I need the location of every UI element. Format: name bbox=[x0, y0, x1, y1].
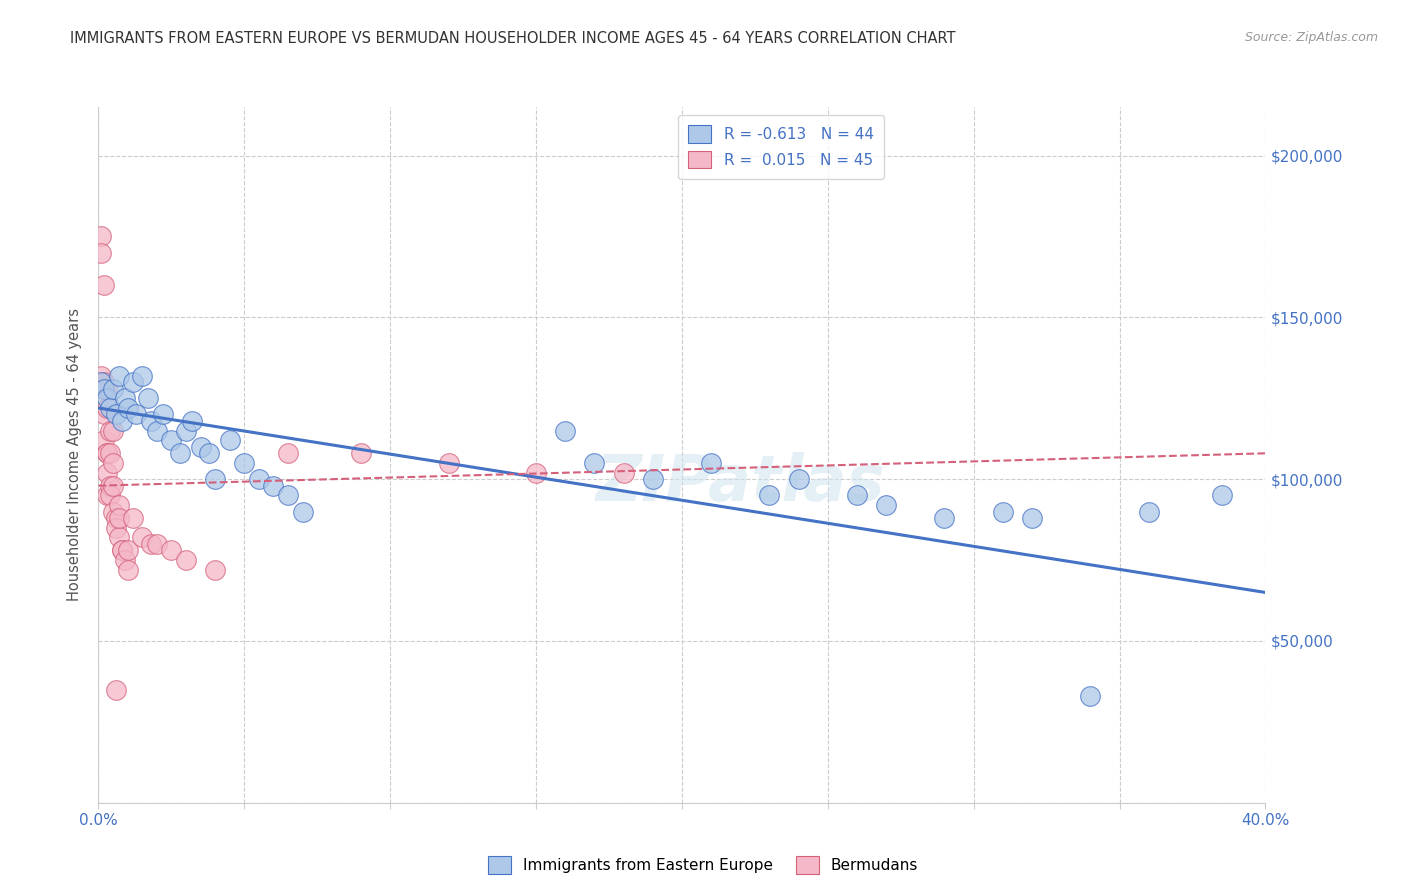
Point bbox=[146, 537, 169, 551]
Point bbox=[93, 434, 115, 448]
Point bbox=[111, 543, 134, 558]
Point bbox=[122, 511, 145, 525]
Point bbox=[122, 375, 145, 389]
Point bbox=[190, 440, 212, 454]
Point bbox=[104, 511, 127, 525]
Point bbox=[641, 472, 664, 486]
Point bbox=[160, 543, 183, 558]
Point bbox=[96, 466, 118, 480]
Point bbox=[108, 368, 131, 383]
Point bbox=[875, 498, 897, 512]
Point bbox=[131, 368, 153, 383]
Point bbox=[117, 563, 139, 577]
Point bbox=[139, 537, 162, 551]
Point bbox=[247, 472, 270, 486]
Point bbox=[98, 478, 121, 492]
Legend: Immigrants from Eastern Europe, Bermudans: Immigrants from Eastern Europe, Bermudan… bbox=[482, 850, 924, 880]
Point bbox=[90, 375, 112, 389]
Point bbox=[90, 368, 112, 383]
Point bbox=[174, 424, 197, 438]
Point bbox=[524, 466, 547, 480]
Point bbox=[111, 414, 134, 428]
Point bbox=[101, 504, 124, 518]
Text: Source: ZipAtlas.com: Source: ZipAtlas.com bbox=[1244, 31, 1378, 45]
Point bbox=[160, 434, 183, 448]
Point bbox=[93, 408, 115, 422]
Point bbox=[554, 424, 576, 438]
Point bbox=[1021, 511, 1043, 525]
Point bbox=[1211, 488, 1233, 502]
Point bbox=[93, 382, 115, 396]
Point bbox=[845, 488, 868, 502]
Point bbox=[111, 543, 134, 558]
Point bbox=[93, 375, 115, 389]
Point bbox=[991, 504, 1014, 518]
Point bbox=[198, 446, 221, 460]
Point bbox=[96, 401, 118, 415]
Point bbox=[101, 478, 124, 492]
Point bbox=[96, 392, 118, 406]
Point bbox=[117, 401, 139, 415]
Point bbox=[612, 466, 634, 480]
Point bbox=[96, 382, 118, 396]
Point bbox=[108, 531, 131, 545]
Point bbox=[117, 543, 139, 558]
Point bbox=[108, 498, 131, 512]
Point bbox=[93, 382, 115, 396]
Point bbox=[291, 504, 314, 518]
Point bbox=[90, 245, 112, 260]
Point bbox=[350, 446, 373, 460]
Point bbox=[98, 488, 121, 502]
Point bbox=[96, 446, 118, 460]
Point bbox=[1137, 504, 1160, 518]
Point bbox=[96, 488, 118, 502]
Point bbox=[139, 414, 162, 428]
Point bbox=[136, 392, 159, 406]
Point bbox=[93, 278, 115, 293]
Point bbox=[146, 424, 169, 438]
Point bbox=[437, 456, 460, 470]
Text: ZIPatlas: ZIPatlas bbox=[596, 451, 884, 514]
Text: IMMIGRANTS FROM EASTERN EUROPE VS BERMUDAN HOUSEHOLDER INCOME AGES 45 - 64 YEARS: IMMIGRANTS FROM EASTERN EUROPE VS BERMUD… bbox=[70, 31, 956, 46]
Point bbox=[96, 446, 118, 460]
Point bbox=[131, 531, 153, 545]
Point bbox=[277, 488, 299, 502]
Point bbox=[152, 408, 174, 422]
Point bbox=[104, 408, 127, 422]
Point bbox=[108, 511, 131, 525]
Point bbox=[700, 456, 723, 470]
Y-axis label: Householder Income Ages 45 - 64 years: Householder Income Ages 45 - 64 years bbox=[67, 309, 83, 601]
Point bbox=[583, 456, 606, 470]
Point bbox=[98, 401, 121, 415]
Point bbox=[233, 456, 256, 470]
Point bbox=[101, 382, 124, 396]
Legend: R = -0.613   N = 44, R =  0.015   N = 45: R = -0.613 N = 44, R = 0.015 N = 45 bbox=[678, 115, 884, 179]
Point bbox=[114, 553, 136, 567]
Point bbox=[204, 563, 226, 577]
Point bbox=[101, 424, 124, 438]
Point bbox=[262, 478, 284, 492]
Point bbox=[98, 424, 121, 438]
Point bbox=[104, 521, 127, 535]
Point bbox=[934, 511, 956, 525]
Point bbox=[277, 446, 299, 460]
Point bbox=[125, 408, 148, 422]
Point bbox=[204, 472, 226, 486]
Point bbox=[90, 229, 112, 244]
Point bbox=[169, 446, 191, 460]
Point bbox=[1080, 689, 1102, 703]
Point bbox=[98, 446, 121, 460]
Point bbox=[180, 414, 202, 428]
Point bbox=[787, 472, 810, 486]
Point bbox=[174, 553, 197, 567]
Point bbox=[101, 456, 124, 470]
Point bbox=[104, 682, 127, 697]
Point bbox=[758, 488, 780, 502]
Point bbox=[218, 434, 240, 448]
Point bbox=[114, 392, 136, 406]
